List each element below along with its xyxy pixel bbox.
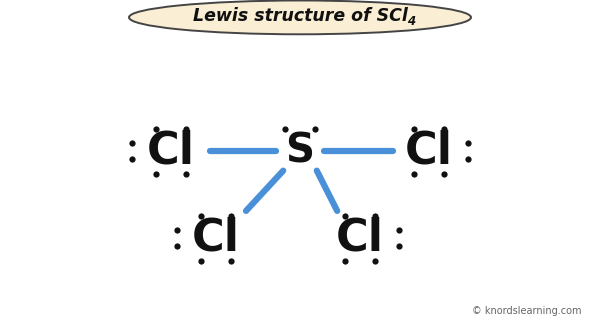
Text: Cl: Cl bbox=[192, 217, 240, 260]
Text: 4: 4 bbox=[407, 15, 415, 28]
Text: Cl: Cl bbox=[336, 217, 384, 260]
Text: © knordslearning.com: © knordslearning.com bbox=[473, 306, 582, 316]
Text: Cl: Cl bbox=[147, 130, 195, 173]
Ellipse shape bbox=[129, 1, 471, 34]
Text: Lewis structure of SCl: Lewis structure of SCl bbox=[193, 7, 407, 25]
Text: S: S bbox=[286, 131, 314, 171]
Text: Cl: Cl bbox=[405, 130, 453, 173]
